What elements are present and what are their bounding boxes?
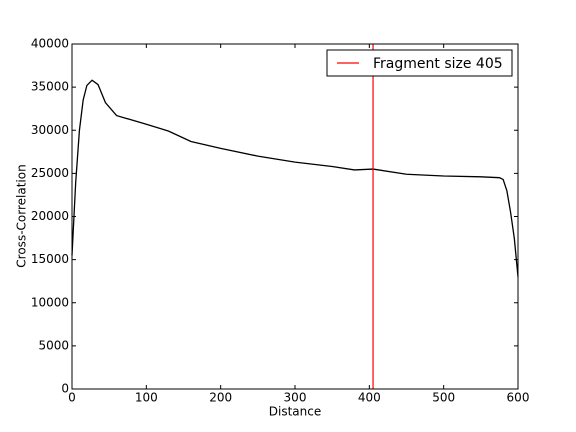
y-tick-label: 25000 bbox=[31, 166, 69, 180]
x-tick-label: 300 bbox=[284, 391, 307, 405]
x-tick-label: 100 bbox=[135, 391, 158, 405]
y-tick-label: 35000 bbox=[31, 80, 69, 94]
x-tick-label: 600 bbox=[507, 391, 530, 405]
y-tick-label: 5000 bbox=[38, 338, 69, 352]
y-tick-label: 15000 bbox=[31, 252, 69, 266]
x-axis-label: Distance bbox=[269, 405, 321, 419]
line-series bbox=[71, 79, 519, 277]
y-axis-label: Cross-Correlation bbox=[15, 164, 29, 267]
x-tick-label: 200 bbox=[209, 391, 232, 405]
y-tick-label: 30000 bbox=[31, 123, 69, 137]
y-tick-label: 20000 bbox=[31, 209, 69, 223]
y-tick-label: 40000 bbox=[31, 37, 69, 51]
x-tick-label: 500 bbox=[432, 391, 455, 405]
legend-label: Fragment size 405 bbox=[373, 56, 503, 72]
plot-frame bbox=[71, 43, 519, 390]
x-tick-label: 0 bbox=[68, 391, 76, 405]
x-tick-label: 400 bbox=[358, 391, 381, 405]
y-tick-label: 0 bbox=[61, 382, 69, 396]
y-tick-label: 10000 bbox=[31, 295, 69, 309]
